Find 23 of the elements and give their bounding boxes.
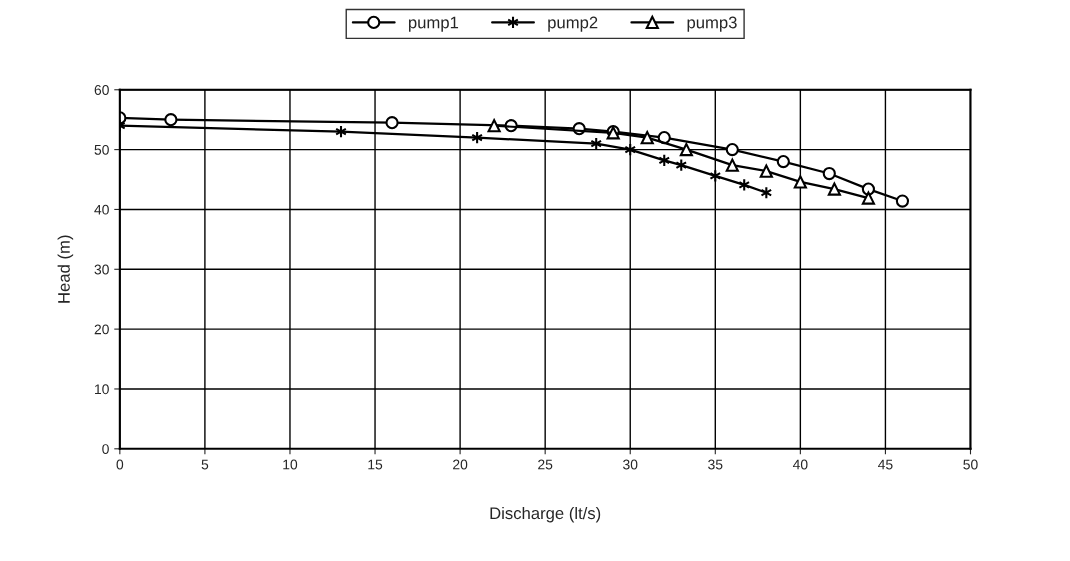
x-tick-label: 30 xyxy=(623,459,638,470)
y-tick-label: 20 xyxy=(94,324,109,335)
x-tick-label: 25 xyxy=(538,459,553,470)
legend-label: pump2 xyxy=(548,16,598,32)
x-tick-label: 50 xyxy=(963,459,978,470)
x-axis-title: Discharge (lt/s) xyxy=(490,506,601,523)
x-tick-label: 15 xyxy=(368,459,383,470)
y-tick-label: 10 xyxy=(95,384,109,395)
y-tick-label: 0 xyxy=(102,444,109,454)
y-tick-label: 60 xyxy=(94,85,109,95)
y-tick-label: 50 xyxy=(94,144,109,155)
legend-label: pump3 xyxy=(687,16,737,32)
y-tick-label: 30 xyxy=(94,264,109,275)
x-tick-label: 20 xyxy=(453,459,468,470)
x-tick-label: 40 xyxy=(792,459,808,470)
x-tick-label: 35 xyxy=(708,459,723,470)
x-tick-label: 0 xyxy=(116,459,124,470)
x-tick-label: 45 xyxy=(878,459,893,470)
x-tick-label: 10 xyxy=(283,459,298,470)
y-axis-title: Head (m) xyxy=(57,235,74,303)
x-tick-label: 5 xyxy=(201,459,209,470)
y-tick-label: 40 xyxy=(94,204,109,215)
legend-label: pump1 xyxy=(408,16,459,32)
